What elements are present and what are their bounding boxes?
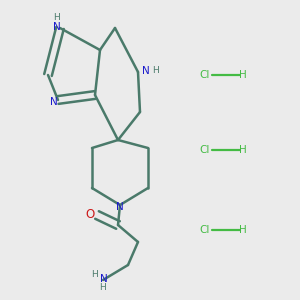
Text: N: N: [100, 274, 108, 284]
Text: H: H: [239, 70, 247, 80]
Text: H: H: [239, 145, 247, 155]
Text: O: O: [86, 208, 95, 221]
Text: H: H: [54, 13, 60, 22]
Text: N: N: [116, 202, 124, 212]
Text: H: H: [100, 283, 106, 292]
Text: N: N: [142, 65, 149, 76]
Text: H: H: [239, 225, 247, 235]
Text: N: N: [53, 22, 61, 32]
Text: H: H: [91, 270, 98, 279]
Text: Cl: Cl: [200, 70, 210, 80]
Text: N: N: [50, 98, 57, 107]
Text: Cl: Cl: [200, 225, 210, 235]
Text: H: H: [152, 66, 159, 75]
Text: Cl: Cl: [200, 145, 210, 155]
